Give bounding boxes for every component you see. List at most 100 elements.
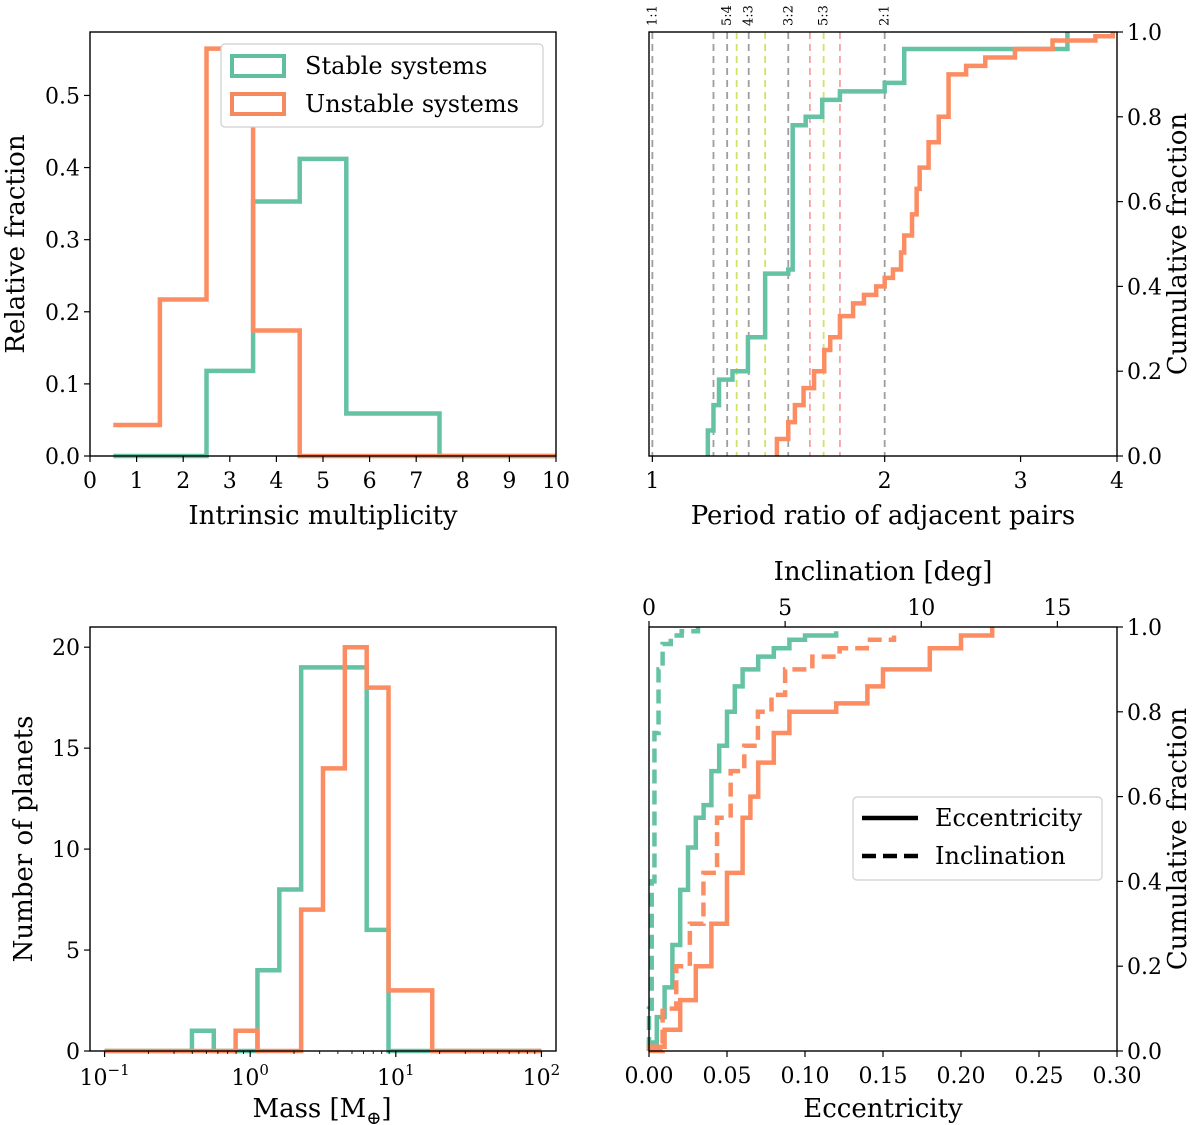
period-ratio-x-tick-label: 3 (1014, 469, 1028, 494)
panel-period-ratio: 1:1 5:4 4:3 3:2 5:3 2:1 1 2 3 4 0.0 0.2 0.4 0.6 0.8 1… (645, 5, 1193, 531)
period-ratio-axes-frame (648, 31, 1118, 457)
period-ratio-y-tick-label: 0.4 (1127, 275, 1162, 300)
ecc-inc-y-tick-label: 0.4 (1127, 870, 1162, 895)
resonance-label: 3:2 (781, 5, 796, 26)
resonance-lines: 1:1 5:4 4:3 3:2 5:3 2:1 (645, 5, 893, 456)
inclination-tick-label: 5 (778, 596, 792, 621)
cdf-unstable-eccentricity (646, 627, 995, 1051)
period-ratio-y-label: Cumulative fraction (1163, 113, 1193, 375)
cdf-unstable (774, 32, 1116, 456)
ecc-inc-y-tick-label: 0.8 (1127, 701, 1162, 726)
mass-y-ticks: 0 5 10 15 20 (52, 636, 90, 1065)
mass-y-tick-label: 10 (52, 838, 80, 863)
multiplicity-y-tick-label: 0.4 (45, 157, 80, 182)
period-ratio-y-tick-label: 0.0 (1127, 445, 1162, 470)
multiplicity-x-tick-label: 9 (502, 469, 516, 494)
cdf-stable (705, 32, 1070, 456)
ecc-inc-y-label: Cumulative fraction (1163, 708, 1193, 970)
mass-y-tick-label: 15 (52, 737, 80, 762)
ecc-inc-y-ticks: 0.0 0.2 0.4 0.6 0.8 1.0 (1117, 616, 1162, 1065)
mass-axes-frame (89, 626, 557, 1052)
period-ratio-x-tick-label: 4 (1110, 469, 1124, 494)
ecc-inc-y-tick-label: 0.0 (1127, 1040, 1162, 1065)
mass-y-tick-label: 20 (52, 636, 80, 661)
resonance-label: 5:3 (817, 5, 832, 26)
period-ratio-x-label: Period ratio of adjacent pairs (691, 501, 1076, 531)
resonance-label: 1:1 (645, 5, 660, 26)
ecc-x-tick-label: 0.20 (937, 1064, 986, 1089)
cdf-stable-inclination (646, 627, 701, 1051)
ecc-inc-legend: Eccentricity Inclination (852, 796, 1103, 881)
period-ratio-x-ticks: 1 2 3 4 (645, 456, 1124, 494)
mass-x-label: Mass [M⊕] (252, 1094, 391, 1125)
multiplicity-x-tick-label: 7 (409, 469, 423, 494)
inclination-tick-label: 15 (1043, 596, 1071, 621)
multiplicity-y-tick-label: 0.1 (45, 373, 80, 398)
panel-mass: 10−1 100 101 102 0 5 10 15 20 Mass [M⊕] Number … (9, 626, 561, 1125)
multiplicity-x-tick-label: 6 (363, 469, 377, 494)
mass-x-tick-label: 10−1 (80, 1061, 130, 1091)
period-ratio-y-tick-label: 1.0 (1127, 21, 1162, 46)
multiplicity-legend: Stable systems Unstable systems (220, 43, 544, 128)
multiplicity-x-label: Intrinsic multiplicity (188, 501, 458, 531)
histogram-stable (113, 156, 556, 459)
ecc-x-tick-label: 0.05 (703, 1064, 752, 1089)
multiplicity-x-tick-label: 4 (269, 469, 283, 494)
period-ratio-y-ticks: 0.0 0.2 0.4 0.6 0.8 1.0 (1117, 21, 1162, 470)
multiplicity-y-label: Relative fraction (1, 134, 31, 353)
multiplicity-x-tick-label: 8 (456, 469, 470, 494)
mass-x-tick-label: 100 (231, 1061, 269, 1091)
multiplicity-x-tick-label: 1 (130, 469, 144, 494)
cdf-stable-eccentricity (646, 631, 839, 1051)
multiplicity-x-tick-label: 3 (223, 469, 237, 494)
period-ratio-x-tick-label: 2 (878, 469, 892, 494)
panel-multiplicity: 0 1 2 3 4 5 6 7 8 9 10 0.0 0.1 0.2 0.3 0.4 0.5 Intrinsi… (1, 31, 570, 531)
resonance-label: 4:3 (742, 5, 757, 26)
multiplicity-y-ticks: 0.0 0.1 0.2 0.3 0.4 0.5 (45, 84, 90, 470)
inclination-tick-label: 0 (642, 596, 656, 621)
ecc-x-tick-label: 0.15 (859, 1064, 908, 1089)
resonance-label: 2:1 (878, 5, 893, 26)
legend-swatch-unstable (230, 92, 286, 116)
ecc-inc-series (646, 627, 995, 1054)
resonance-label: 5:4 (720, 5, 735, 26)
legend-label-eccentricity: Eccentricity (935, 804, 1083, 832)
multiplicity-y-tick-label: 0.2 (45, 301, 80, 326)
multiplicity-x-tick-label: 10 (542, 469, 570, 494)
multiplicity-x-tick-label: 2 (176, 469, 190, 494)
legend-swatch-stable (230, 54, 286, 78)
mass-y-tick-label: 0 (66, 1040, 80, 1065)
inclination-top-ticks: 0 5 10 15 (642, 596, 1071, 627)
ecc-x-tick-label: 0.25 (1015, 1064, 1064, 1089)
mass-x-tick-label: 101 (377, 1061, 415, 1091)
inclination-tick-label: 10 (907, 596, 935, 621)
period-ratio-y-tick-label: 0.8 (1127, 106, 1162, 131)
mass-x-ticks: 10−1 100 101 102 (80, 1051, 561, 1091)
period-ratio-y-tick-label: 0.6 (1127, 191, 1162, 216)
ecc-inc-y-tick-label: 0.6 (1127, 786, 1162, 811)
ecc-x-tick-label: 0.10 (781, 1064, 830, 1089)
multiplicity-x-ticks: 0 1 2 3 4 5 6 7 8 9 10 (83, 456, 570, 494)
multiplicity-x-tick-label: 0 (83, 469, 97, 494)
legend-box (220, 43, 544, 128)
inclination-top-label: Inclination [deg] (774, 557, 993, 587)
cdf-unstable-inclination (649, 635, 897, 1054)
histogram-unstable (104, 644, 542, 1054)
panel-ecc-inc: 0.00 0.05 0.10 0.15 0.20 0.25 0.30 0 5 10 15 0.00… (625, 557, 1193, 1124)
multiplicity-x-tick-label: 5 (316, 469, 330, 494)
legend-label-inclination: Inclination (935, 842, 1066, 870)
ecc-inc-y-tick-label: 1.0 (1127, 616, 1162, 641)
mass-series (104, 644, 542, 1054)
legend-label-unstable: Unstable systems (305, 90, 519, 118)
ecc-x-tick-label: 0.30 (1093, 1064, 1142, 1089)
multiplicity-y-tick-label: 0.5 (45, 84, 80, 109)
period-ratio-y-tick-label: 0.2 (1127, 360, 1162, 385)
mass-x-tick-label: 102 (523, 1061, 561, 1091)
ecc-x-label: Eccentricity (803, 1094, 963, 1124)
ecc-x-tick-label: 0.00 (625, 1064, 674, 1089)
multiplicity-y-tick-label: 0.3 (45, 229, 80, 254)
ecc-x-ticks: 0.00 0.05 0.10 0.15 0.20 0.25 0.30 (625, 1051, 1142, 1089)
ecc-inc-y-tick-label: 0.2 (1127, 955, 1162, 980)
period-ratio-x-tick-label: 1 (645, 469, 659, 494)
